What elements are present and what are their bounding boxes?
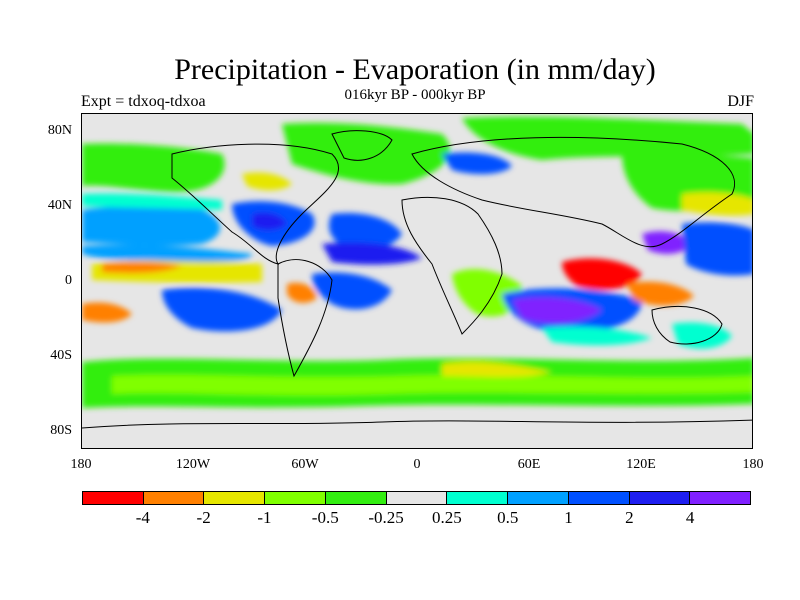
colorbar-swatch [143, 492, 205, 504]
indian-ocean-cyan [542, 326, 652, 346]
southern-ocean-yellow-patch [442, 361, 552, 377]
colorbar-label: -0.5 [311, 508, 339, 527]
y-tick-80s: 80S [50, 423, 72, 438]
europe-blue [442, 152, 512, 175]
north-america-coast [171, 143, 339, 265]
africa-green [452, 269, 522, 317]
gulf-darkblue [252, 212, 287, 231]
north-atlantic-yellow [242, 172, 292, 191]
x-tick-0: 0 [413, 457, 421, 472]
north-atlantic-green [282, 122, 450, 185]
australia-cyan [672, 322, 732, 349]
y-tick-0: 0 [65, 273, 72, 288]
y-tick-80n: 80N [47, 123, 72, 138]
north-pacific-cyan [82, 193, 222, 210]
season-label: DJF [727, 93, 754, 110]
south-pacific-blue [162, 287, 282, 332]
south-america-orange [287, 282, 317, 303]
pe-field [82, 116, 752, 408]
maritime-continent-red [562, 258, 642, 290]
colorbar-label: 2 [625, 508, 634, 527]
colorbar-swatch [690, 492, 751, 504]
colorbar-label: -0.25 [368, 508, 404, 527]
africa-coast [401, 196, 503, 335]
x-tick-180-right: 180 [742, 457, 764, 472]
australia-coast [651, 306, 723, 345]
colorbar-label: 4 [685, 508, 695, 527]
coastlines [82, 130, 752, 429]
x-tick-120w: 120W [175, 457, 211, 472]
tropical-pacific-blue [82, 244, 252, 262]
colorbar-swatch [568, 492, 630, 504]
maritime-continent-orange [627, 281, 694, 306]
x-tick-120e: 120E [626, 457, 656, 472]
greenland-coast [331, 130, 393, 161]
southern-ocean-lime-band [112, 374, 752, 396]
x-tick-60w: 60W [291, 457, 319, 472]
antarctica-coast [82, 419, 752, 429]
y-tick-40s: 40S [50, 348, 72, 363]
north-pacific-blue [82, 206, 221, 246]
colorbar [82, 491, 751, 505]
north-atlantic-blue [329, 212, 402, 250]
colorbar-label: -1 [257, 508, 272, 527]
eurasia-coast [411, 136, 735, 248]
precip-minus-evap-map [82, 114, 752, 448]
x-tick-60e: 60E [517, 457, 541, 472]
west-pacific-blue [682, 222, 752, 276]
map-panel [81, 113, 753, 449]
tropical-atlantic-blue [322, 242, 422, 265]
colorbar-swatch [204, 492, 266, 504]
colorbar-label: 0.25 [432, 508, 462, 527]
colorbar-label: 1 [564, 508, 573, 527]
plot-title: Precipitation - Evaporation (in mm/day) [174, 53, 656, 86]
y-tick-40n: 40N [47, 198, 72, 213]
south-pacific-orange [82, 302, 132, 323]
colorbar-swatch [508, 492, 569, 504]
experiment-label: Expt = tdxoq-tdxoa [81, 93, 206, 110]
west-pacific-violet [642, 231, 692, 254]
plot-subtitle: 016kyr BP - 000kyr BP [344, 87, 486, 103]
colorbar-label: -2 [196, 508, 211, 527]
colorbar-swatch [447, 492, 509, 504]
colorbar-swatch [83, 492, 144, 504]
colorbar-swatch [265, 492, 326, 504]
x-tick-180-left: 180 [70, 457, 92, 472]
equatorial-pacific-orange [102, 261, 182, 274]
colorbar-swatch [386, 492, 448, 504]
north-pacific-green [82, 143, 225, 193]
indian-ocean-violet [512, 297, 602, 324]
south-america-coast [277, 259, 333, 378]
colorbar-label: 0.5 [497, 508, 519, 527]
colorbar-swatch [629, 492, 691, 504]
colorbar-swatch [325, 492, 387, 504]
colorbar-label: -4 [135, 508, 150, 527]
